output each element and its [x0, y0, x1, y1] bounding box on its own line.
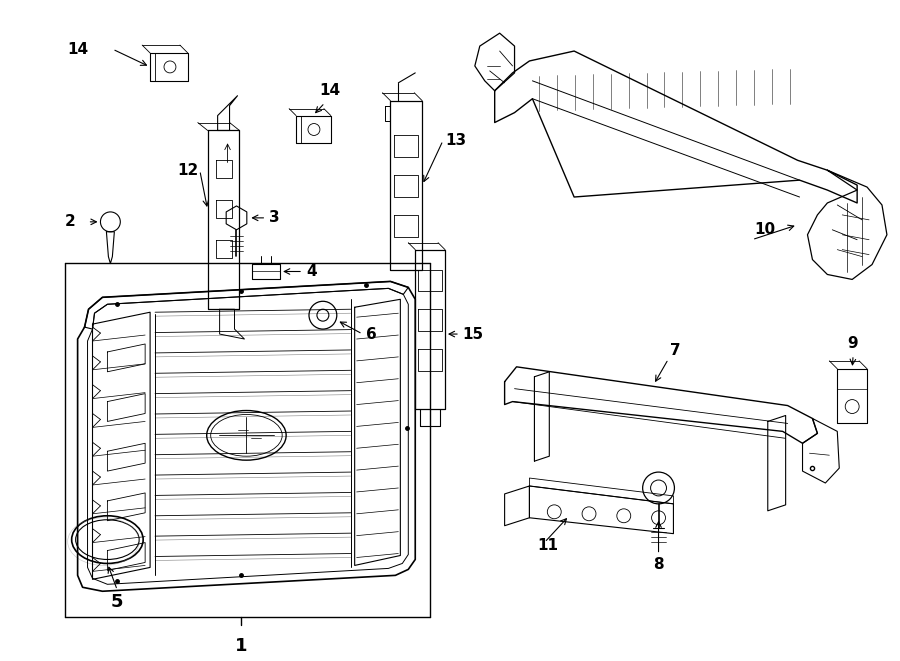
Text: 10: 10 — [754, 222, 775, 237]
Text: 7: 7 — [670, 344, 681, 358]
Text: 15: 15 — [462, 327, 483, 342]
Text: 11: 11 — [537, 538, 558, 553]
Text: 14: 14 — [68, 42, 89, 57]
Text: 13: 13 — [445, 133, 466, 148]
Text: 4: 4 — [306, 264, 317, 279]
Text: 5: 5 — [111, 593, 123, 611]
Text: 2: 2 — [65, 214, 76, 229]
Text: 9: 9 — [847, 336, 858, 352]
Text: 8: 8 — [653, 557, 664, 572]
Text: 3: 3 — [269, 210, 280, 225]
Text: 6: 6 — [365, 327, 376, 342]
Text: 1: 1 — [235, 637, 248, 655]
Text: 12: 12 — [177, 163, 198, 178]
Text: 14: 14 — [319, 83, 340, 98]
